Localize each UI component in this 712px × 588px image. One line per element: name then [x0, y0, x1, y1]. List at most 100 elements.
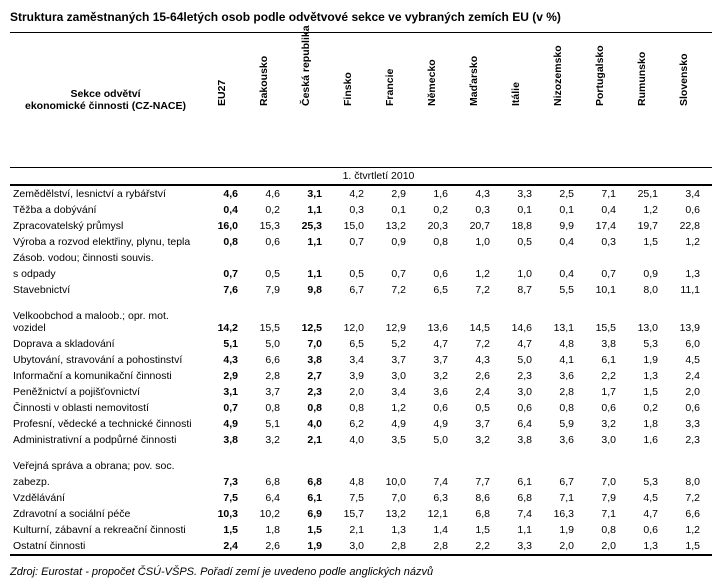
- data-cell: 5,0: [411, 432, 453, 448]
- data-cell: [243, 458, 285, 474]
- row-label: Zásob. vodou; činnosti souvis.: [10, 250, 201, 266]
- row-label: zabezp.: [10, 474, 201, 490]
- data-cell: 0,8: [327, 400, 369, 416]
- data-cell: 3,8: [285, 352, 327, 368]
- data-cell: 16,0: [201, 218, 243, 234]
- data-cell: 7,9: [579, 490, 621, 506]
- data-cell: 1,0: [453, 234, 495, 250]
- row-label: Ostatní činnosti: [10, 538, 201, 555]
- data-cell: 1,5: [453, 522, 495, 538]
- data-cell: 10,0: [369, 474, 411, 490]
- data-cell: [453, 458, 495, 474]
- data-cell: 14,6: [495, 308, 537, 336]
- table-row: Ubytování, stravování a pohostinství4,3 6…: [10, 352, 712, 368]
- data-cell: 3,4: [663, 185, 705, 202]
- data-cell: 3,1: [285, 185, 327, 202]
- data-cell: 7,0: [285, 336, 327, 352]
- data-cell: 6,6: [663, 506, 705, 522]
- data-cell: 6,0: [663, 336, 705, 352]
- col-header-label: Nizozemsko: [552, 94, 564, 106]
- period-row: 1. čtvrtletí 2010: [10, 168, 712, 186]
- data-cell: 1,5: [201, 522, 243, 538]
- row-label: Kulturní, zábavní a rekreační činnosti: [10, 522, 201, 538]
- data-cell: 0,6: [663, 400, 705, 416]
- data-cell: [495, 458, 537, 474]
- row-label: Stavebnictví: [10, 282, 201, 298]
- data-cell: 1,9: [537, 522, 579, 538]
- data-cell: 12,5: [285, 308, 327, 336]
- table-row: Administrativní a podpůrné činnosti3,83,…: [10, 432, 712, 448]
- data-cell: 0,6: [705, 234, 712, 250]
- data-cell: 4,8: [327, 474, 369, 490]
- data-cell: 1,5: [285, 522, 327, 538]
- col-header: Nizozemsko: [537, 33, 579, 168]
- data-cell: 3,0: [327, 538, 369, 555]
- data-cell: 12,0: [327, 308, 369, 336]
- data-cell: 1,0: [495, 266, 537, 282]
- data-cell: 8,0: [621, 282, 663, 298]
- data-cell: 7,5: [327, 490, 369, 506]
- col-header: EU27: [201, 33, 243, 168]
- data-cell: 1,9: [621, 352, 663, 368]
- data-cell: 3,2: [453, 432, 495, 448]
- data-cell: 0,4: [579, 202, 621, 218]
- data-cell: 4,0: [285, 416, 327, 432]
- row-label: Velkoobchod a maloob.; opr. mot. vozidel: [10, 308, 201, 336]
- data-cell: 1,1: [285, 266, 327, 282]
- data-cell: 8,7: [495, 282, 537, 298]
- row-label: Těžba a dobývání: [10, 202, 201, 218]
- row-label: Ubytování, stravování a pohostinství: [10, 352, 201, 368]
- col-header: Spojené království: [705, 33, 712, 168]
- table-row: Veřejná správa a obrana; pov. soc.: [10, 458, 712, 474]
- data-cell: 0,1: [495, 202, 537, 218]
- data-cell: 0,5: [327, 266, 369, 282]
- col-header: Rakousko: [243, 33, 285, 168]
- data-cell: 6,7: [327, 282, 369, 298]
- row-label: Činnosti v oblasti nemovitostí: [10, 400, 201, 416]
- row-label: Vzdělávání: [10, 490, 201, 506]
- data-cell: 3,7: [369, 352, 411, 368]
- data-cell: 3,8: [579, 336, 621, 352]
- data-cell: 13,2: [369, 506, 411, 522]
- data-cell: 1,3: [621, 538, 663, 555]
- data-cell: [495, 250, 537, 266]
- data-cell: 4,2: [327, 185, 369, 202]
- col-header-label: Německo: [426, 94, 438, 106]
- data-cell: 2,8: [243, 368, 285, 384]
- data-cell: 2,0: [537, 538, 579, 555]
- data-cell: 1,6: [411, 185, 453, 202]
- data-cell: 18,8: [495, 218, 537, 234]
- row-label: Výroba a rozvod elektřiny, plynu, tepla: [10, 234, 201, 250]
- data-cell: 0,4: [705, 202, 712, 218]
- data-cell: 15,3: [243, 218, 285, 234]
- table-row: Stavebnictví7,67,99,86,77,26,57,28,75,51…: [10, 282, 712, 298]
- data-cell: 3,5: [369, 432, 411, 448]
- row-label: Zpracovatelský průmysl: [10, 218, 201, 234]
- data-cell: [705, 250, 712, 266]
- data-cell: 4,3: [201, 352, 243, 368]
- data-cell: 6,7: [537, 474, 579, 490]
- data-cell: 6,3: [411, 490, 453, 506]
- row-label: Zdravotní a sociální péče: [10, 506, 201, 522]
- data-cell: 6,1: [495, 474, 537, 490]
- data-cell: 19,7: [621, 218, 663, 234]
- data-cell: 6,1: [579, 352, 621, 368]
- data-cell: 7,4: [411, 474, 453, 490]
- col-header-label: Itálie: [510, 94, 522, 106]
- data-cell: [285, 458, 327, 474]
- data-cell: 5,3: [621, 336, 663, 352]
- data-cell: 7,0: [579, 474, 621, 490]
- data-cell: 0,3: [453, 202, 495, 218]
- data-cell: 0,4: [537, 266, 579, 282]
- data-cell: 5,2: [369, 336, 411, 352]
- col-header-label: Maďarsko: [468, 94, 480, 106]
- data-cell: 20,3: [411, 218, 453, 234]
- data-cell: 2,4: [453, 384, 495, 400]
- data-cell: 4,9: [201, 416, 243, 432]
- data-cell: 2,6: [243, 538, 285, 555]
- data-cell: 4,5: [663, 352, 705, 368]
- table-row: Kulturní, zábavní a rekreační činnosti1,…: [10, 522, 712, 538]
- data-cell: 1,2: [621, 202, 663, 218]
- data-cell: 2,0: [327, 384, 369, 400]
- data-cell: 3,6: [537, 432, 579, 448]
